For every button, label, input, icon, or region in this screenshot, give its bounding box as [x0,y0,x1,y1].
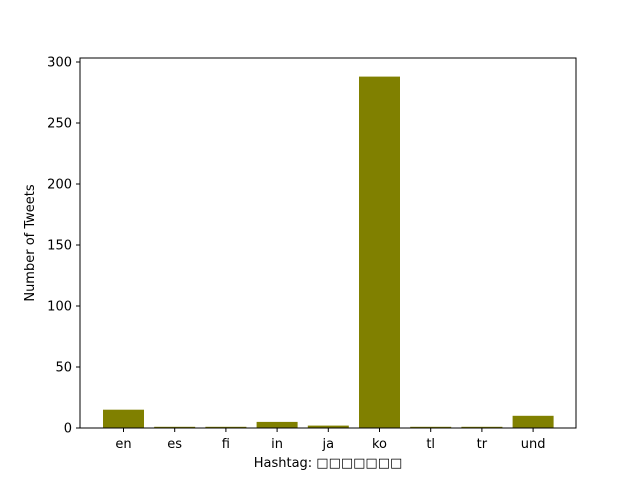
x-tick-label: es [167,437,182,452]
y-axis-ticks: 0 50 100 150 200 250 300 [47,56,80,437]
x-tick-label: en [115,437,131,452]
x-tick-label: fi [222,437,230,452]
bar-tl [410,426,452,428]
x-tick-label: tl [426,437,435,452]
x-tick-label: ja [322,437,335,452]
x-tick-label: in [271,437,283,452]
x-tick-label: ko [372,437,387,452]
x-tick-label: und [521,437,546,452]
y-tick-label: 150 [47,239,72,254]
bar-und [512,415,554,428]
y-tick-label: 50 [55,361,72,376]
y-tick-label: 200 [47,178,72,193]
bar-tr [461,426,503,428]
y-tick-label: 0 [64,422,72,437]
bars-group [103,76,554,428]
y-tick-label: 250 [47,117,72,132]
x-tick-label: tr [477,437,488,452]
bar-es [154,426,196,428]
y-tick-label: 300 [47,56,72,71]
bar-in [256,421,298,428]
x-axis-ticks: en es fi in ja ko tl tr und [115,428,545,452]
y-tick-label: 100 [47,300,72,315]
y-axis-label: Number of Tweets [23,184,38,302]
x-axis-label: Hashtag: □□□□□□□ [254,456,403,471]
bar-en [103,409,144,428]
bar-fi [205,426,247,428]
bar-ja [307,425,349,428]
plot-frame [79,57,577,429]
bar-ko [359,76,400,428]
